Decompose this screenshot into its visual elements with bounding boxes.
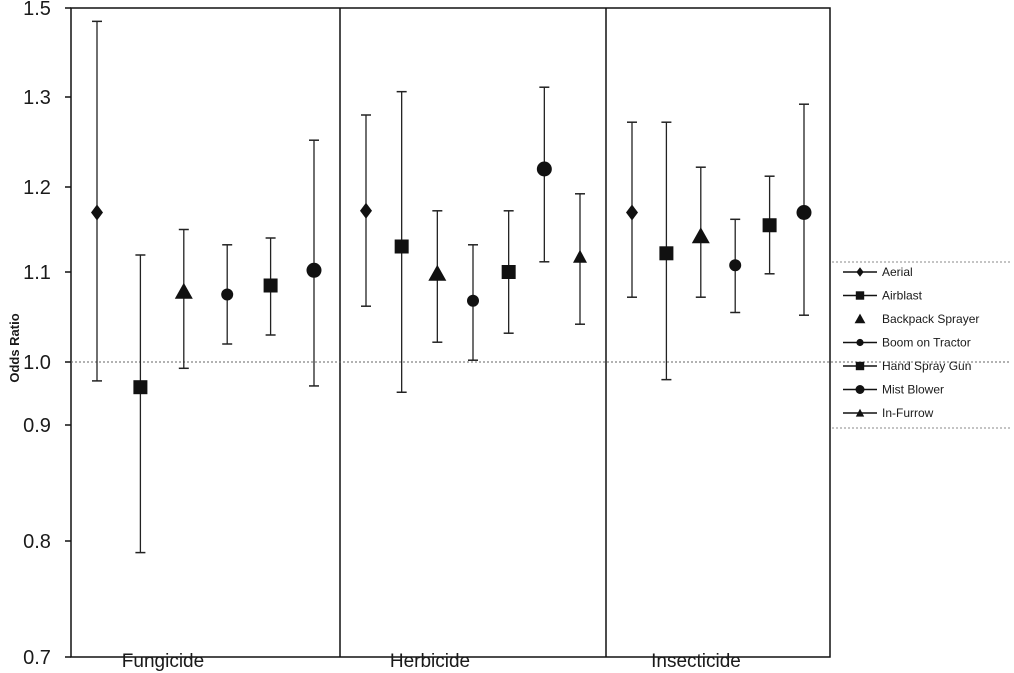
y-tick-label: 1.5 bbox=[23, 0, 51, 20]
point-boom-on-tractor bbox=[221, 288, 234, 301]
y-axis: 1.5 1.3 1.2 1.1 1.0 0.9 0.8 0.7 bbox=[23, 0, 71, 669]
point-boom-on-tractor bbox=[729, 259, 742, 272]
point-hand-spray-gun bbox=[501, 265, 516, 279]
point-hand-spray-gun bbox=[762, 218, 777, 233]
legend-symbol-airblast bbox=[855, 291, 865, 300]
point-airblast bbox=[394, 239, 409, 254]
point-mist-blower bbox=[796, 205, 812, 220]
legend-symbol-in-furrow bbox=[855, 408, 865, 417]
y-tick-label: 1.2 bbox=[23, 177, 51, 199]
point-hand-spray-gun bbox=[263, 278, 278, 293]
plot-frame bbox=[70, 7, 831, 658]
legend: Aerial Airblast Backpack Sprayer Boom on Tr… bbox=[832, 261, 1010, 429]
legend-marker-boom-on-tractor bbox=[856, 338, 864, 347]
point-boom-on-tractor bbox=[467, 294, 479, 307]
point-backpack-sprayer bbox=[691, 227, 710, 244]
point-aerial bbox=[626, 204, 638, 221]
data-marks bbox=[91, 20, 812, 554]
point-mist-blower bbox=[306, 262, 322, 278]
point-aerial bbox=[91, 204, 103, 221]
legend-symbol-hand-spray-gun bbox=[855, 361, 865, 371]
legend-symbol-mist-blower bbox=[855, 385, 865, 394]
y-tick-label: 0.8 bbox=[23, 531, 51, 553]
y-tick-label: 0.9 bbox=[23, 415, 51, 437]
group-label-herbicide: Herbicide bbox=[390, 651, 470, 672]
legend-marker-mist-blower bbox=[855, 385, 865, 394]
point-in-furrow bbox=[573, 249, 587, 263]
legend-marker-hand-spray-gun bbox=[855, 361, 865, 371]
legend-marker-airblast bbox=[855, 291, 865, 300]
legend-label-aerial: Aerial bbox=[882, 265, 913, 279]
legend-label-airblast: Airblast bbox=[882, 289, 923, 303]
legend-label-boom-on-tractor: Boom on Tractor bbox=[882, 336, 971, 350]
point-backpack-sprayer bbox=[428, 264, 447, 281]
y-axis-title: Odds Ratio bbox=[7, 313, 22, 382]
point-airblast bbox=[133, 380, 148, 395]
y-tick-label: 1.1 bbox=[23, 262, 51, 284]
point-aerial bbox=[360, 202, 372, 219]
y-tick-label: 1.0 bbox=[23, 352, 51, 374]
y-tick-label: 0.7 bbox=[23, 647, 51, 669]
legend-symbol-backpack-sprayer bbox=[854, 313, 866, 324]
legend-label-mist-blower: Mist Blower bbox=[882, 383, 944, 397]
legend-label-in-furrow: In-Furrow bbox=[882, 406, 934, 420]
y-tick-label: 1.3 bbox=[23, 87, 51, 109]
group-label-insecticide: Insecticide bbox=[651, 651, 741, 672]
legend-marker-backpack-sprayer bbox=[854, 313, 866, 324]
point-backpack-sprayer bbox=[174, 282, 193, 299]
point-mist-blower bbox=[536, 161, 552, 177]
legend-symbol-boom-on-tractor bbox=[856, 338, 864, 347]
point-airblast bbox=[659, 246, 674, 261]
group-label-fungicide: Fungicide bbox=[122, 651, 204, 672]
legend-label-backpack-sprayer: Backpack Sprayer bbox=[882, 312, 979, 326]
legend-label-hand-spray-gun: Hand Spray Gun bbox=[882, 359, 971, 373]
legend-marker-in-furrow bbox=[855, 408, 865, 417]
plot-area: Fungicide Herbicide Insecticide bbox=[70, 7, 1010, 672]
